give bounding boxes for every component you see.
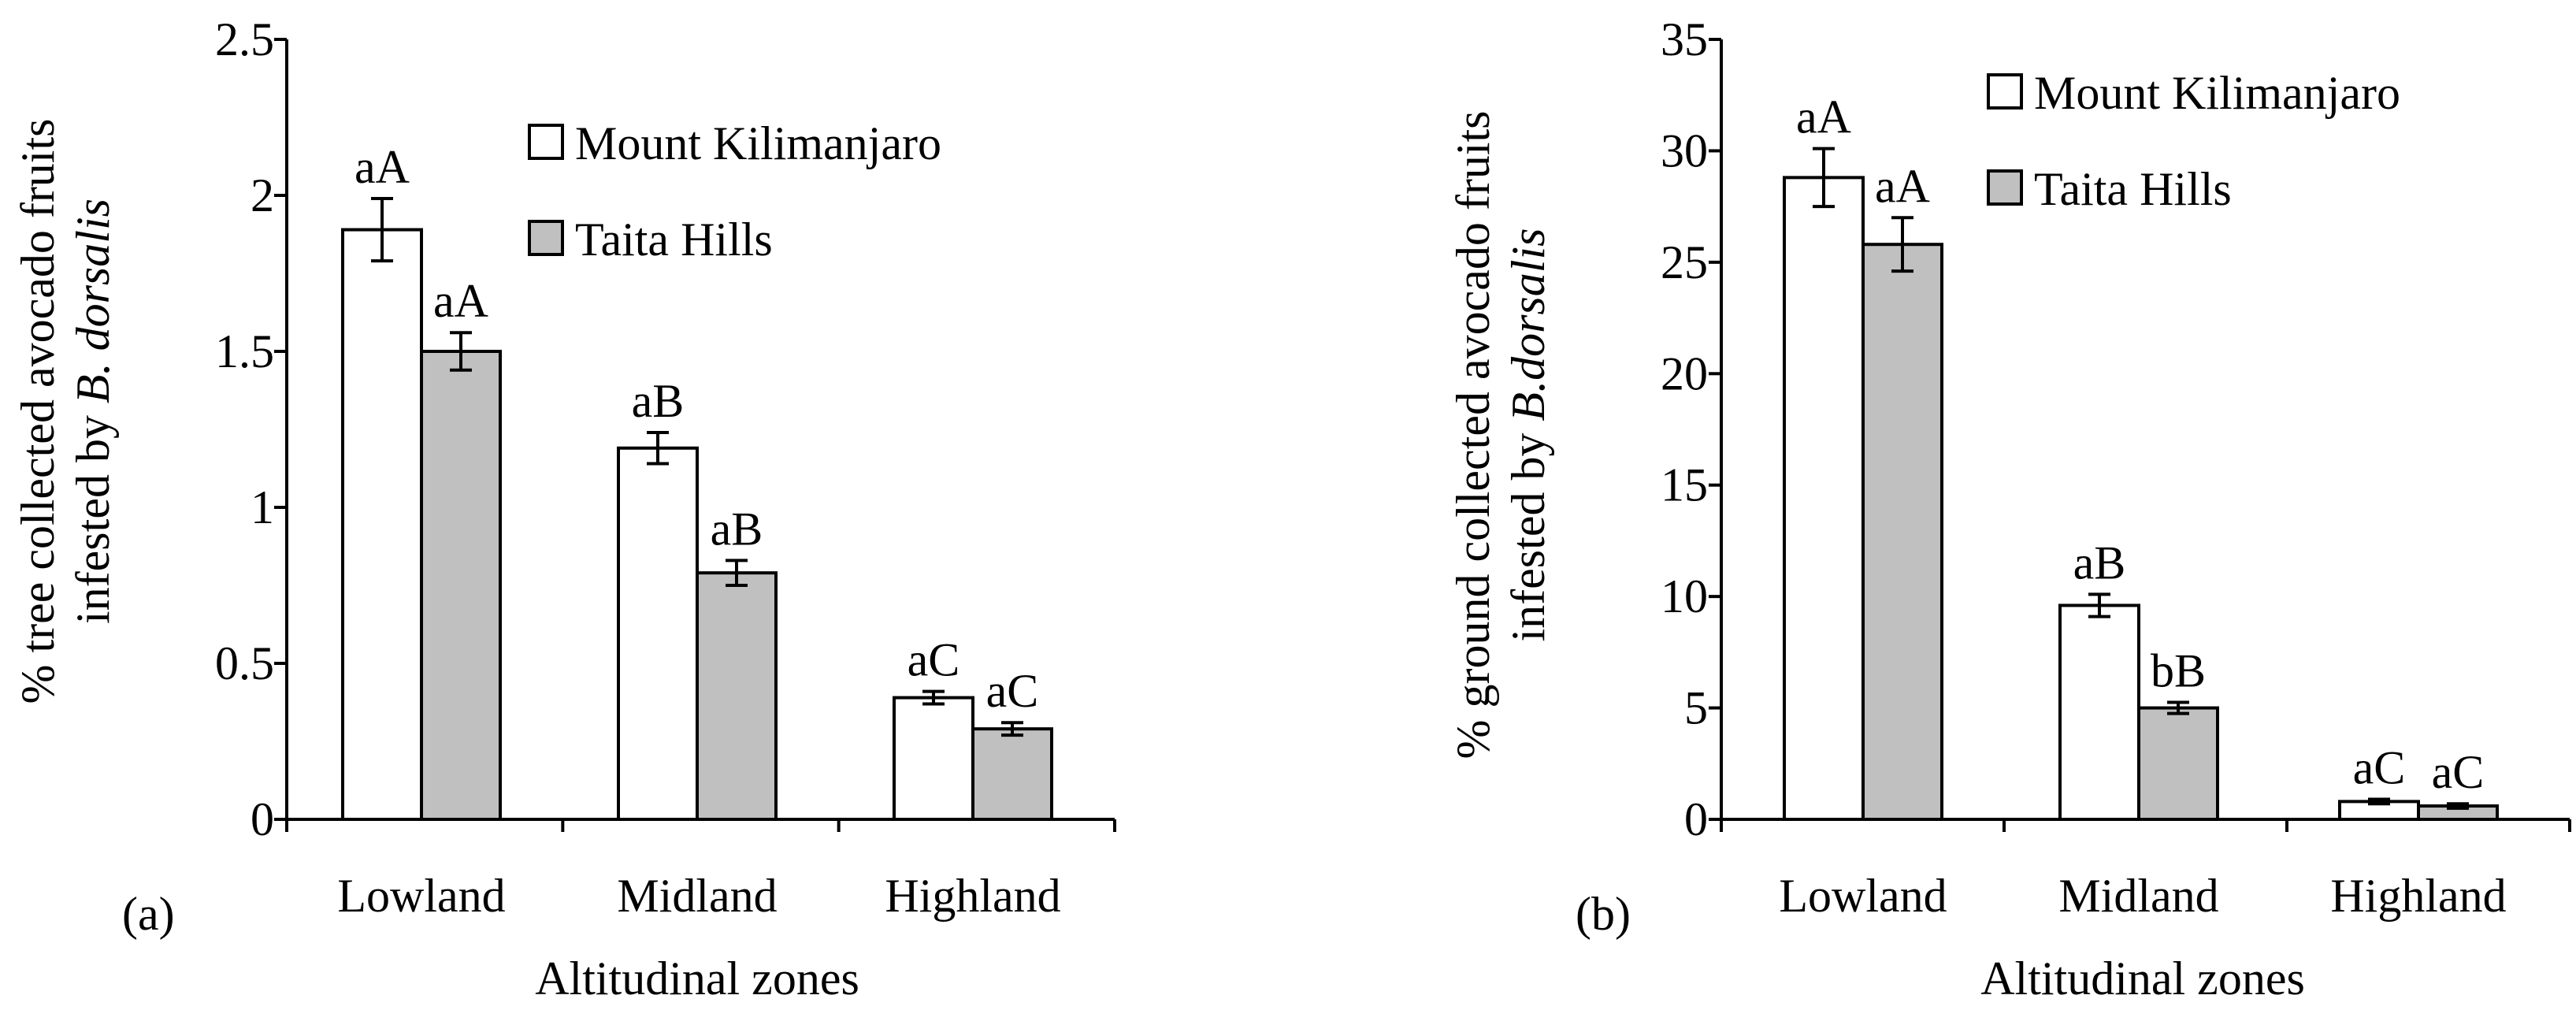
chart-a-bar [617, 446, 699, 821]
chart-b-data-label: aC [2353, 742, 2406, 794]
chart-b-x-tick-label: Highland [2330, 870, 2506, 922]
chart-b-legend-label: Mount Kilimanjaro [2034, 67, 2400, 119]
chart-a-bar [696, 571, 778, 821]
chart-b-y-tick-label: 5 [1684, 682, 1708, 734]
chart-b-y-tick-label: 30 [1661, 124, 1708, 176]
chart-b-bar [1861, 243, 1943, 821]
chart-b: (b) Altitudinal zones % ground collected… [1447, 13, 2571, 1004]
chart-b-bar [2137, 706, 2219, 821]
chart-a-y-tick-label: 1.5 [215, 325, 274, 377]
chart-b-data-label: aA [1796, 91, 1851, 143]
chart-a-data-label: aB [632, 375, 685, 427]
chart-a-legend-swatch [528, 220, 564, 256]
chart-a-bar [971, 727, 1053, 821]
chart-b-x-axis-title: Altitudinal zones [1980, 952, 2305, 1004]
chart-b-bar [1783, 176, 1865, 822]
chart-b-y-tick-label: 0 [1684, 793, 1708, 845]
chart-b-bar [2058, 603, 2140, 821]
chart-a-data-label: aC [986, 665, 1039, 717]
chart-a-marks: 0 0.5 1 1.5 2 2.5 Lowland Midland Highland aA aB aC… [215, 13, 1116, 922]
chart-b-x-tick-label: Lowland [1779, 870, 1947, 922]
chart-a-x-tick-label: Midland [617, 870, 777, 922]
chart-a-y-axis-title-line1: % tree collected avocado fruits [12, 119, 64, 704]
chart-a: (a) Altitudinal zones % tree collected a… [12, 13, 1116, 1004]
chart-a-y-axis-title-prefix: infested by [67, 403, 119, 624]
chart-a-x-tick-label: Highland [885, 870, 1060, 922]
chart-b-y-tick-label: 35 [1661, 13, 1708, 65]
chart-b-y-tick-label: 15 [1661, 459, 1708, 511]
chart-a-y-tick-label: 2.5 [215, 13, 274, 65]
chart-a-data-label: aC [908, 634, 960, 686]
chart-a-x-tick-label: Lowland [337, 870, 505, 922]
chart-a-data-label: aA [354, 141, 410, 193]
chart-b-data-label: bB [2151, 645, 2206, 697]
chart-b-y-axis-title-species: B.dorsalis [1502, 228, 1554, 421]
chart-b-y-axis-title-line1: % ground collected avocado fruits [1447, 110, 1499, 759]
chart-a-legend-label: Mount Kilimanjaro [575, 117, 941, 169]
chart-a-bar [341, 228, 423, 821]
chart-a-y-tick-label: 2 [251, 169, 274, 221]
chart-b-y-axis-title-line2: infested by B.dorsalis [1502, 228, 1554, 642]
chart-a-x-axis-title: Altitudinal zones [535, 952, 859, 1004]
chart-b-data-label: aB [2073, 537, 2126, 589]
chart-b-marks: 0 5 10 15 20 25 30 35 Lowland Midland Highland aA aB… [1661, 13, 2571, 922]
chart-a-legend-swatch [528, 124, 564, 160]
chart-a-y-axis-title-species: B. dorsalis [67, 199, 119, 403]
chart-a-data-label: aA [433, 275, 488, 327]
chart-b-data-label: aC [2432, 746, 2485, 798]
chart-a-bar [893, 696, 974, 821]
chart-a-bar [420, 350, 502, 821]
chart-a-y-axis-title-line2: infested by B. dorsalis [67, 199, 119, 624]
chart-a-y-tick-label: 1 [251, 481, 274, 533]
chart-a-y-tick-label: 0.5 [215, 637, 274, 689]
chart-a-legend-label: Taita Hills [575, 214, 773, 265]
chart-b-legend-swatch [1987, 73, 2023, 110]
chart-b-panel-label: (b) [1576, 888, 1631, 940]
chart-b-legend-label: Taita Hills [2034, 163, 2232, 215]
chart-a-y-tick-label: 0 [251, 793, 274, 845]
chart-a-data-label: aB [711, 503, 763, 555]
chart-b-y-axis-title-prefix: infested by [1502, 421, 1554, 642]
chart-a-panel-label: (a) [122, 888, 175, 940]
chart-b-y-tick-label: 20 [1661, 347, 1708, 399]
chart-b-y-tick-label: 25 [1661, 236, 1708, 288]
chart-b-y-tick-label: 10 [1661, 570, 1708, 622]
chart-b-data-label: aA [1875, 160, 1930, 212]
chart-b-legend-swatch [1987, 169, 2023, 206]
chart-b-x-tick-label: Midland [2058, 870, 2218, 922]
